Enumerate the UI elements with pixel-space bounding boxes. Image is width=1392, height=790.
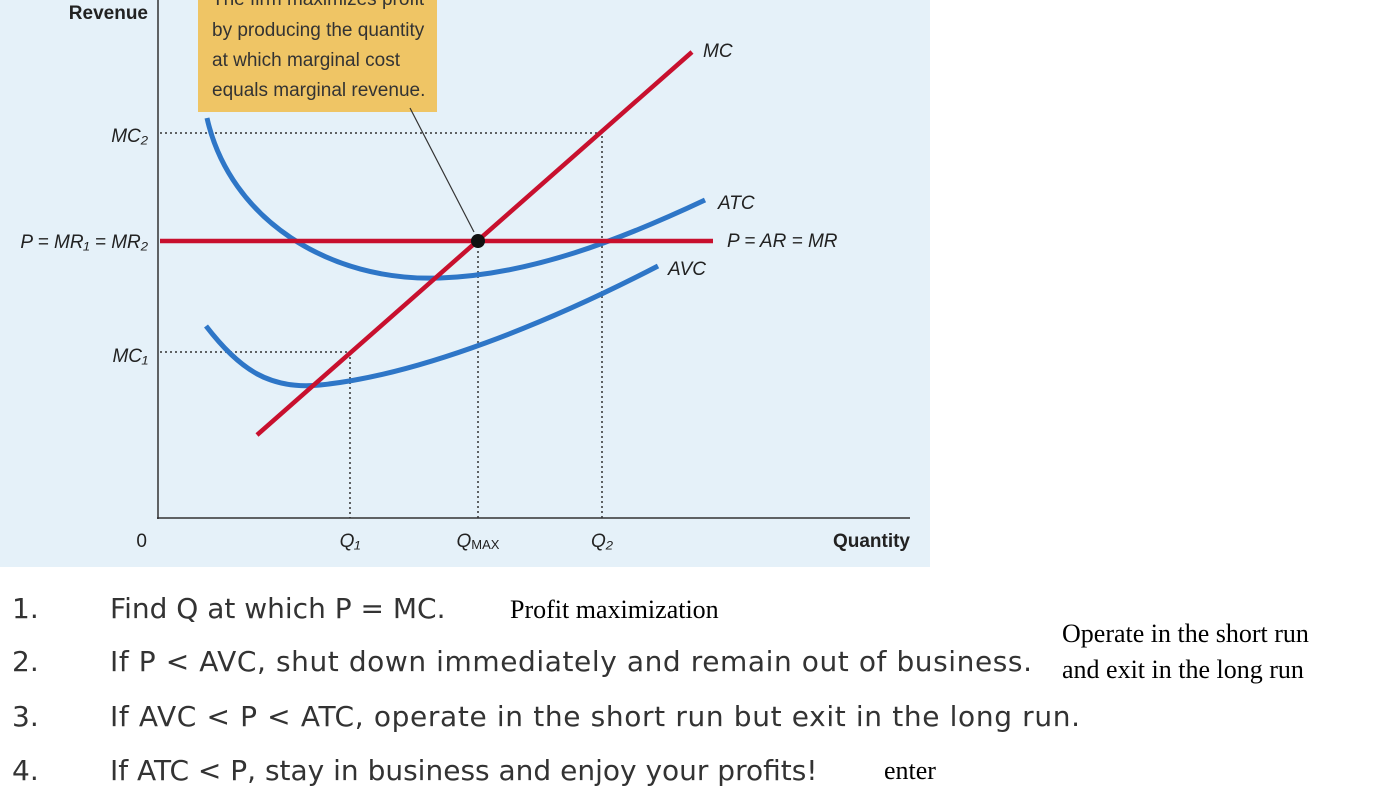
curve-label: AVC — [667, 259, 706, 280]
annotation-line: by producing the quantity — [212, 20, 425, 41]
item-text: If ATC < P, stay in business and enjoy y… — [110, 754, 818, 787]
note: Profit maximization — [510, 595, 719, 624]
item-text: If AVC < P < ATC, operate in the short r… — [110, 700, 1080, 733]
item-number: 1. — [12, 592, 39, 625]
annotation-line: equals marginal revenue. — [212, 80, 425, 101]
note: enter — [884, 756, 936, 785]
curve-label: P = AR = MR — [727, 231, 838, 252]
annotation-box — [198, 0, 437, 112]
item-text: Find Q at which P = MC. — [110, 592, 445, 625]
note: and exit in the long run — [1062, 655, 1304, 684]
item-text: If P < AVC, shut down immediately and re… — [110, 645, 1032, 678]
x-label: Q₁ — [340, 531, 361, 552]
y-label: MC₂ — [111, 126, 149, 147]
curve-label: ATC — [717, 193, 755, 214]
y-label: MC₁ — [112, 346, 148, 367]
x-label-sub: MAX — [471, 537, 500, 552]
x-label: Q₂ — [591, 531, 614, 552]
optimum-point — [471, 234, 485, 248]
note: Operate in the short run — [1062, 619, 1309, 648]
x-axis-label: Quantity — [833, 531, 910, 552]
figure-background — [0, 0, 930, 567]
atc-curve — [204, 117, 707, 281]
annotation-line: at which marginal cost — [212, 50, 401, 71]
pointer — [409, 107, 475, 233]
item-number: 4. — [12, 754, 39, 787]
item-number: 3. — [12, 700, 39, 733]
curve-label: MC — [703, 41, 733, 62]
x-label: QMAX — [457, 531, 500, 552]
origin-label: 0 — [136, 531, 147, 552]
item-number: 2. — [12, 645, 39, 678]
y-label: P = MR₁ = MR₂ — [20, 232, 148, 253]
avc-curve — [204, 263, 660, 389]
y-axis-label: Revenue — [69, 3, 148, 24]
annotation-line: The firm maximizes profit — [212, 0, 425, 10]
x-label-main: Q — [457, 531, 472, 552]
